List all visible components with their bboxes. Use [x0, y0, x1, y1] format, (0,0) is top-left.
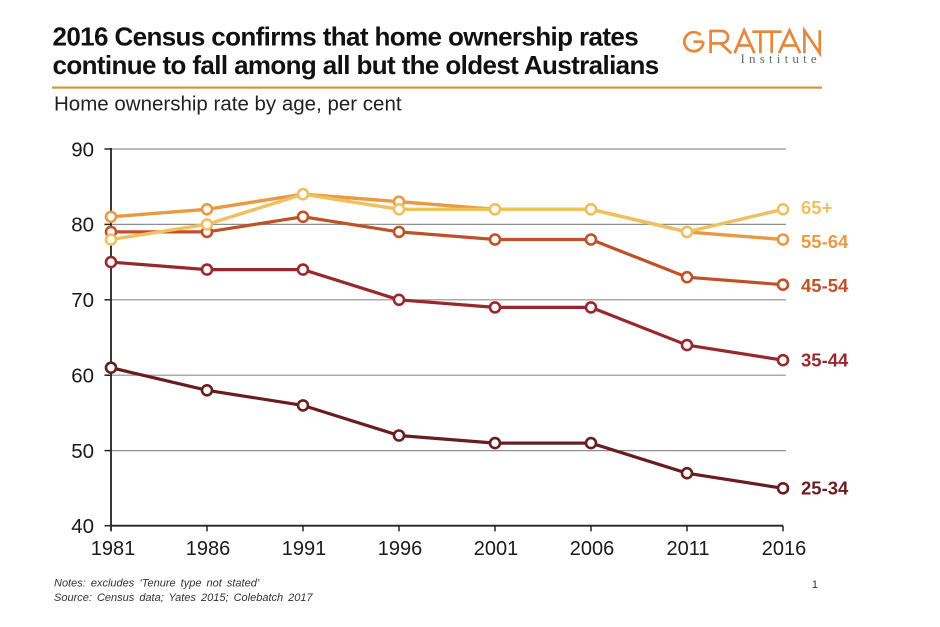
svg-text:25-34: 25-34: [801, 477, 849, 498]
svg-text:1: 1: [812, 579, 818, 591]
svg-text:2016 Census confirms that home: 2016 Census confirms that home ownership…: [53, 22, 639, 52]
svg-text:60: 60: [71, 365, 94, 388]
svg-text:80: 80: [71, 214, 94, 237]
svg-text:50: 50: [71, 440, 94, 463]
svg-text:Source: Census data; Yates 201: Source: Census data; Yates 2015; Colebat…: [54, 592, 314, 604]
svg-text:Home ownership rate by age, pe: Home ownership rate by age, per cent: [54, 93, 402, 116]
svg-text:35-44: 35-44: [801, 350, 849, 371]
svg-text:Notes: excludes ‘Tenure type n: Notes: excludes ‘Tenure type not stated’: [54, 578, 260, 590]
svg-text:45-54: 45-54: [801, 275, 849, 296]
svg-text:2011: 2011: [666, 538, 709, 560]
svg-text:1991: 1991: [282, 538, 327, 560]
svg-text:65+: 65+: [801, 197, 833, 218]
svg-text:Institute: Institute: [741, 51, 821, 66]
svg-text:70: 70: [71, 289, 94, 312]
svg-text:1981: 1981: [91, 538, 136, 560]
svg-text:continue to fall among all but: continue to fall among all but the oldes…: [53, 50, 659, 80]
svg-text:55-64: 55-64: [801, 231, 849, 252]
svg-text:2006: 2006: [570, 538, 615, 560]
svg-text:2001: 2001: [474, 538, 519, 560]
svg-text:2016: 2016: [762, 538, 807, 560]
svg-text:90: 90: [71, 138, 94, 161]
svg-text:1986: 1986: [186, 538, 231, 560]
svg-text:40: 40: [71, 515, 94, 538]
svg-text:1996: 1996: [378, 538, 423, 560]
